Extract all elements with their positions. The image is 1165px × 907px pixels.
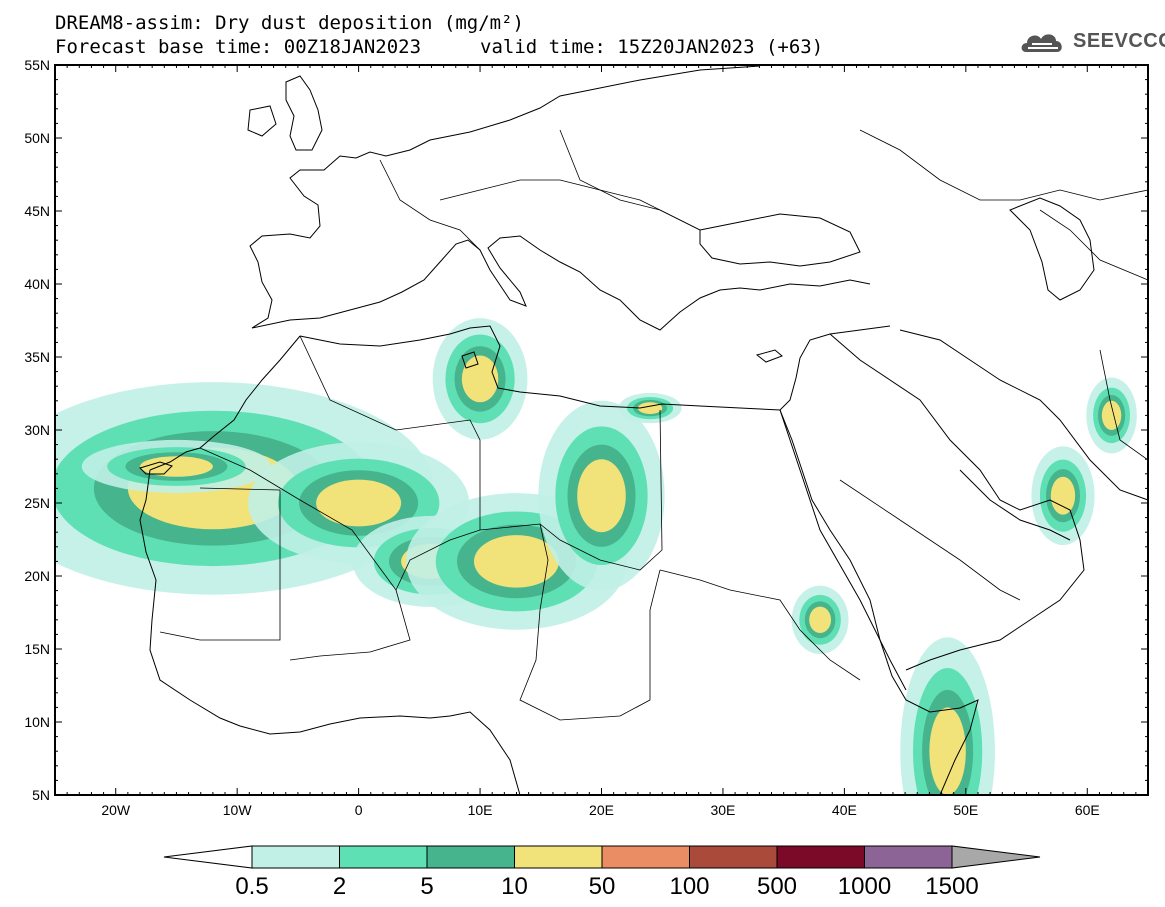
dust-contour-level-3 (473, 535, 559, 588)
colorbar-label: 5 (420, 873, 433, 900)
lon-tick-label: 30E (710, 802, 735, 818)
colorbar-swatch (251, 845, 340, 869)
lon-tick-label: 60E (1075, 802, 1100, 818)
colorbar-label: 0.5 (235, 873, 268, 900)
colorbar-label: 10 (501, 873, 528, 900)
colorbar-swatch (601, 845, 690, 869)
longitude-axis: 20W 10W 0 10E 20E 30E 40E 50E 60E (54, 65, 1149, 818)
dust-patch-libya-east (538, 400, 665, 591)
lon-tick-label: 10W (223, 802, 253, 818)
valid-time: valid time: 15Z20JAN2023 (+63) (480, 36, 824, 58)
lat-tick-label: 15N (24, 641, 50, 657)
lon-tick-label: 20E (589, 802, 614, 818)
colorbar-over-triangle (951, 845, 1041, 869)
dust-patch-somalia (900, 637, 995, 795)
dust-patch-tunisia (432, 318, 528, 440)
dust-contour-level-3 (140, 456, 213, 477)
dust-patch-iran-south (1031, 446, 1095, 546)
cloud-logo-icon (1021, 34, 1062, 52)
lat-tick-label: 35N (24, 349, 50, 365)
lat-tick-label: 30N (24, 422, 50, 438)
lat-tick-label: 10N (24, 714, 50, 730)
colorbar-swatch (776, 845, 865, 869)
colorbar-label: 1000 (838, 873, 891, 900)
dust-contour-level-3 (461, 355, 499, 403)
base-time: Forecast base time: 00Z18JAN2023 (55, 36, 422, 58)
lat-tick-label: 5N (32, 787, 50, 803)
lon-tick-label: 10E (468, 802, 493, 818)
forecast-times: Forecast base time: 00Z18JAN2023 valid ti… (55, 36, 823, 58)
colorbar-swatch (864, 845, 953, 869)
colorbar-label: 2 (333, 873, 346, 900)
coastlines-borders (139, 65, 1148, 795)
dust-patch-libya-coast (618, 392, 682, 424)
lon-tick-label: 20W (101, 802, 131, 818)
colorbar-under-triangle (163, 845, 253, 869)
logo-text: SEEVCCC (1073, 30, 1165, 52)
colorbar-swatch (426, 845, 515, 869)
seevccc-logo: SEEVCCC (1018, 26, 1165, 58)
dust-deposition-field (55, 318, 1137, 795)
colorbar-swatch (339, 845, 428, 869)
colorbar-swatch (689, 845, 778, 869)
latitude-axis: 5N 10N 15N 20N 25N 30N 35N 40N 45N 50N 55N (24, 57, 1148, 803)
dust-patch-red-sea-eritrea (791, 585, 849, 654)
lon-tick-label: 40E (832, 802, 857, 818)
dust-contour-level-3 (577, 459, 626, 533)
dust-contour-level-3 (1050, 476, 1076, 515)
lat-tick-label: 50N (24, 130, 50, 146)
dust-patch-afghanistan (1086, 377, 1137, 454)
colorbar-label: 100 (669, 873, 709, 900)
colorbar-swatch (514, 845, 603, 869)
lon-tick-label: 50E (953, 802, 978, 818)
lat-tick-label: 20N (24, 568, 50, 584)
lon-tick-label: 0 (355, 802, 363, 818)
lat-tick-label: 45N (24, 203, 50, 219)
colorbar-label: 50 (589, 873, 616, 900)
dust-contour-level-3 (929, 707, 966, 795)
dust-contour-level-3 (1101, 400, 1122, 430)
lat-tick-label: 25N (24, 495, 50, 511)
dust-contour-level-3 (316, 479, 402, 527)
lat-tick-label: 40N (24, 276, 50, 292)
colorbar-label: 1500 (925, 873, 978, 900)
map-title: DREAM8-assim: Dry dust deposition (mg/m²… (55, 12, 524, 34)
dust-contour-level-3 (809, 606, 832, 633)
lat-tick-label: 55N (24, 57, 50, 73)
colorbar-label: 500 (757, 873, 797, 900)
colorbar: 0.5 2 5 10 50 100 500 1000 1500 (163, 845, 1041, 900)
